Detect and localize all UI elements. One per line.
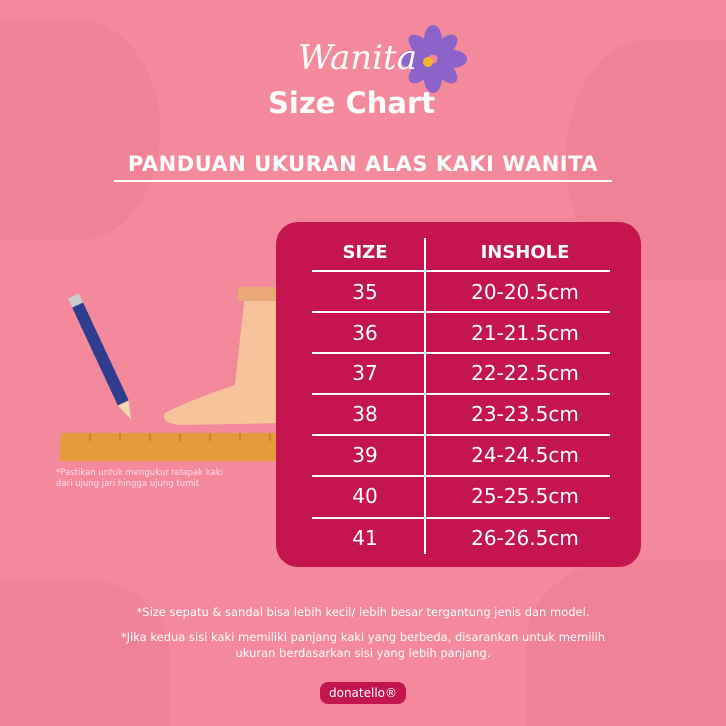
subtitle: PANDUAN UKURAN ALAS KAKI WANITA	[127, 152, 599, 176]
table-row: 40 25-25.5cm	[310, 476, 610, 516]
table-row: 35 20-20.5cm	[310, 272, 610, 312]
flower-icon	[399, 25, 467, 93]
measurement-note: *Pastikan untuk mengukur telapak kaki da…	[56, 468, 223, 490]
header-size: SIZE	[342, 241, 388, 263]
column-divider	[424, 238, 426, 554]
table-row: 37 22-22.5cm	[310, 353, 610, 393]
size-cell: 35	[352, 280, 378, 304]
background-decoration	[0, 580, 170, 726]
table-header: SIZE INSHOLE	[310, 232, 610, 272]
inshole-cell: 22-22.5cm	[471, 361, 579, 385]
table-row: 36 21-21.5cm	[310, 313, 610, 353]
size-cell: 36	[352, 321, 378, 345]
page-title: Size Chart	[268, 86, 436, 120]
footnote-1: *Size sepatu & sandal bisa lebih kecil/ …	[136, 605, 590, 619]
row-divider	[312, 311, 610, 313]
size-cell: 37	[352, 361, 378, 385]
divider	[114, 180, 612, 182]
footnote-line: ukuran berdasarkan sisi yang lebih panja…	[235, 646, 491, 660]
footnote-line: *Jika kedua sisi kaki memiliki panjang k…	[120, 630, 606, 644]
inshole-cell: 25-25.5cm	[471, 484, 579, 508]
inshole-cell: 23-23.5cm	[471, 402, 579, 426]
header-inshole: INSHOLE	[480, 241, 570, 263]
brand-logo: donatello®	[320, 682, 406, 704]
inshole-cell: 26-26.5cm	[471, 526, 579, 550]
inshole-cell: 24-24.5cm	[471, 443, 579, 467]
table-row: 38 23-23.5cm	[310, 394, 610, 434]
script-title: Wanita	[298, 38, 417, 78]
size-cell: 40	[352, 484, 378, 508]
row-divider	[312, 352, 610, 354]
size-cell: 41	[352, 526, 378, 550]
row-divider	[312, 517, 610, 519]
inshole-cell: 21-21.5cm	[471, 321, 579, 345]
row-divider	[312, 393, 610, 395]
note-line: *Pastikan untuk mengukur telapak kaki	[56, 468, 224, 478]
note-line: dari ujung jari hingga ujung tumit	[56, 479, 200, 489]
background-decoration	[0, 20, 160, 240]
size-table: SIZE INSHOLE 35 20-20.5cm 36 21-21.5cm 37 2…	[276, 222, 641, 567]
background-decoration	[526, 560, 726, 726]
size-cell: 38	[352, 402, 378, 426]
table-row: 41 26-26.5cm	[310, 518, 610, 558]
inshole-cell: 20-20.5cm	[471, 280, 579, 304]
row-divider	[312, 434, 610, 436]
table-row: 39 24-24.5cm	[310, 435, 610, 475]
row-divider	[312, 475, 610, 477]
size-cell: 39	[352, 443, 378, 467]
footnote-2: *Jika kedua sisi kaki memiliki panjang k…	[0, 629, 726, 661]
row-divider	[312, 270, 610, 272]
